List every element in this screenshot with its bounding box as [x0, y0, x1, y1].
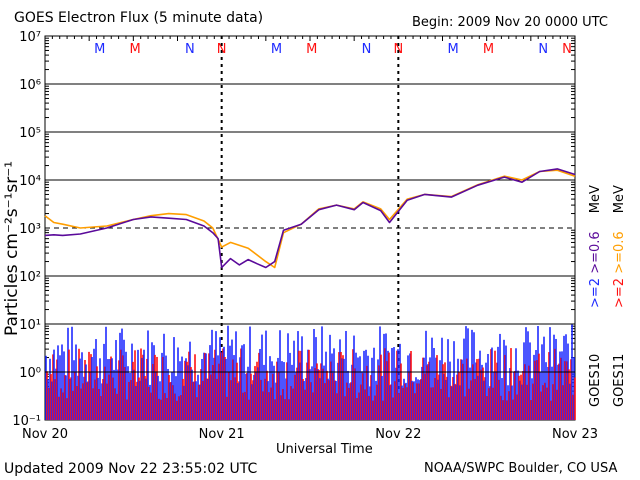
mn-marker: N	[562, 42, 572, 57]
goes11-sat-label: GOES11	[612, 353, 627, 407]
y-tick-label: 10⁻¹	[12, 414, 41, 429]
mn-marker: M	[483, 42, 494, 57]
legend-goes11-2mev: >=2	[612, 277, 627, 308]
y-tick-label: 10⁶	[19, 78, 41, 93]
mn-marker: M	[94, 42, 105, 57]
y-tick-label: 10⁰	[19, 366, 41, 381]
legend-goes11: >=2 >=0.6 MeV	[612, 185, 627, 308]
mn-marker: M	[447, 42, 458, 57]
legend-goes10-2mev: >=2	[588, 277, 603, 308]
y-tick-label: 10²	[19, 270, 41, 285]
y-tick-label: 10⁴	[19, 174, 41, 189]
legend-goes10: >=2 >=0.6 MeV	[588, 185, 603, 308]
credit-text: NOAA/SWPC Boulder, CO USA	[424, 461, 618, 476]
legend-goes10-06mev: >=0.6	[588, 231, 603, 274]
mn-marker: M	[129, 42, 140, 57]
mn-marker: M	[306, 42, 317, 57]
y-tick-label: 10¹	[19, 318, 41, 333]
y-axis-label: Particles cm⁻²s⁻¹sr⁻¹	[2, 161, 22, 336]
legend-goes11-mev-unit: MeV	[612, 185, 627, 214]
y-tick-label: 10⁵	[19, 126, 41, 141]
legend-goes11-06mev: >=0.6	[612, 231, 627, 274]
series-line	[44, 169, 576, 269]
x-tick-label: Nov 20	[22, 427, 68, 442]
legend-goes10-mev-unit: MeV	[588, 185, 603, 214]
y-tick-label: 10³	[19, 222, 41, 237]
begin-date: Begin: 2009 Nov 20 0000 UTC	[412, 15, 608, 30]
y-axis-label-text: Particles cm⁻²s⁻¹sr⁻¹	[2, 160, 22, 336]
mn-marker: N	[217, 42, 227, 57]
x-tick-label: Nov 21	[199, 427, 245, 442]
updated-timestamp: Updated 2009 Nov 22 23:55:02 UTC	[4, 461, 258, 477]
goes10-sat-label: GOES10	[588, 353, 603, 407]
y-tick-label: 10⁷	[19, 30, 41, 45]
mn-marker: N	[362, 42, 372, 57]
series-line	[44, 168, 576, 269]
mn-marker: N	[538, 42, 548, 57]
x-axis-label: Universal Time	[276, 442, 373, 457]
x-tick-label: Nov 22	[375, 427, 421, 442]
mn-marker: M	[271, 42, 282, 57]
mn-marker: N	[185, 42, 195, 57]
mn-marker: N	[393, 42, 403, 57]
x-tick-label: Nov 23	[552, 427, 598, 442]
chart-title: GOES Electron Flux (5 minute data)	[14, 10, 264, 26]
